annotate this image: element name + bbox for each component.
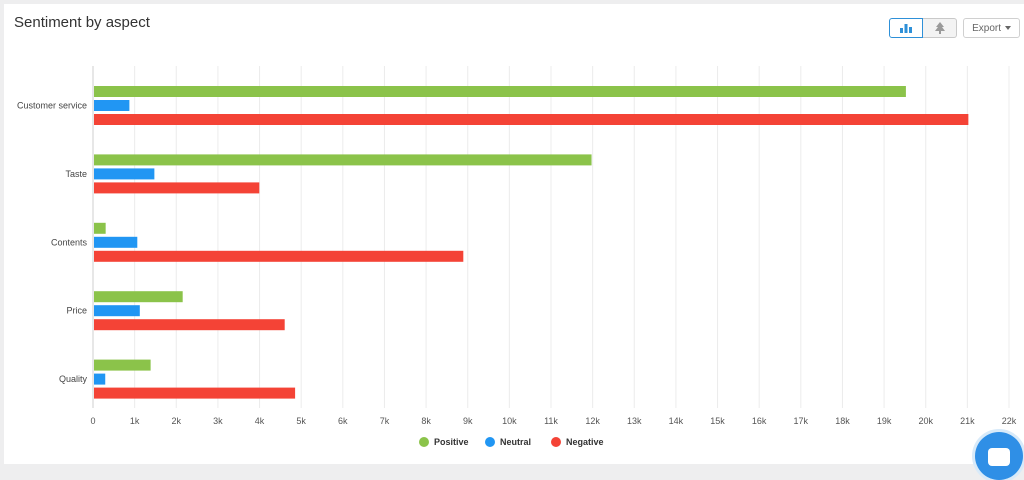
sentiment-bar-chart: Customer service Taste Contents Price Qualit…	[17, 66, 1017, 447]
x-tick-label: 13k	[627, 416, 642, 426]
bar-positive[interactable]	[94, 291, 183, 303]
x-tick-label: 16k	[752, 416, 767, 426]
bar-neutral[interactable]	[94, 236, 138, 248]
export-label: Export	[972, 22, 1001, 34]
x-tick-label: 10k	[502, 416, 517, 426]
x-tick-label: 17k	[794, 416, 809, 426]
category-label: Contents	[51, 237, 88, 247]
chart-toolbar: Export	[889, 18, 1020, 38]
legend-label[interactable]: Negative	[566, 437, 604, 447]
chat-icon	[988, 448, 1010, 466]
bar-negative[interactable]	[94, 250, 464, 262]
legend-label[interactable]: Neutral	[500, 437, 531, 447]
chart-panel: Sentiment by aspect Export	[4, 4, 1024, 464]
legend-marker-neutral	[485, 437, 495, 447]
x-tick-label: 19k	[877, 416, 892, 426]
bar-negative[interactable]	[94, 182, 260, 194]
x-tick-label: 11k	[544, 416, 558, 426]
export-dropdown[interactable]: Export	[963, 18, 1020, 38]
x-axis-labels: 0 1k 2k 3k 4k 5k 6k 7k 8k 9k 10k 11k 12k 13k 14k 15k 16k…	[90, 416, 1016, 426]
x-tick-label: 18k	[835, 416, 850, 426]
view-toggle	[889, 18, 958, 38]
bar-neutral[interactable]	[94, 305, 140, 317]
bar-neutral[interactable]	[94, 100, 130, 111]
bar-positive[interactable]	[94, 222, 106, 234]
chevron-down-icon	[1005, 26, 1011, 30]
bar-negative[interactable]	[94, 114, 969, 125]
x-tick-label: 3k	[213, 416, 223, 426]
bar-negative[interactable]	[94, 387, 296, 399]
x-tick-label: 4k	[255, 416, 265, 426]
legend-marker-negative	[551, 437, 561, 447]
chart-legend: Positive Neutral Negative	[419, 437, 604, 447]
x-tick-label: 9k	[463, 416, 473, 426]
legend-label[interactable]: Positive	[434, 437, 469, 447]
chart-bars	[94, 86, 969, 399]
bar-view-button[interactable]	[889, 18, 924, 38]
bar-positive[interactable]	[94, 359, 151, 371]
bar-neutral[interactable]	[94, 373, 106, 385]
bar-positive[interactable]	[94, 154, 592, 166]
category-label: Customer service	[17, 101, 87, 111]
chat-button[interactable]	[975, 432, 1023, 480]
category-label: Taste	[65, 169, 87, 179]
x-tick-label: 14k	[669, 416, 684, 426]
tree-view-button[interactable]	[923, 18, 958, 38]
x-tick-label: 5k	[296, 416, 306, 426]
x-tick-label: 0	[90, 416, 95, 426]
bar-neutral[interactable]	[94, 168, 155, 180]
x-tick-label: 2k	[172, 416, 182, 426]
bar-chart-icon	[900, 24, 913, 33]
x-tick-label: 7k	[380, 416, 390, 426]
panel-title: Sentiment by aspect	[14, 14, 150, 31]
category-label: Price	[66, 306, 87, 316]
tree-icon	[934, 22, 945, 34]
x-tick-label: 20k	[918, 416, 933, 426]
x-tick-label: 12k	[585, 416, 600, 426]
x-tick-label: 8k	[421, 416, 431, 426]
bar-negative[interactable]	[94, 319, 285, 331]
x-tick-label: 22k	[1002, 416, 1017, 426]
x-tick-label: 15k	[710, 416, 725, 426]
y-axis-labels: Customer service Taste Contents Price Qualit…	[17, 101, 88, 385]
category-label: Quality	[59, 374, 88, 384]
x-tick-label: 21k	[960, 416, 975, 426]
bar-positive[interactable]	[94, 86, 906, 97]
x-tick-label: 1k	[130, 416, 140, 426]
legend-marker-positive	[419, 437, 429, 447]
x-tick-label: 6k	[338, 416, 348, 426]
